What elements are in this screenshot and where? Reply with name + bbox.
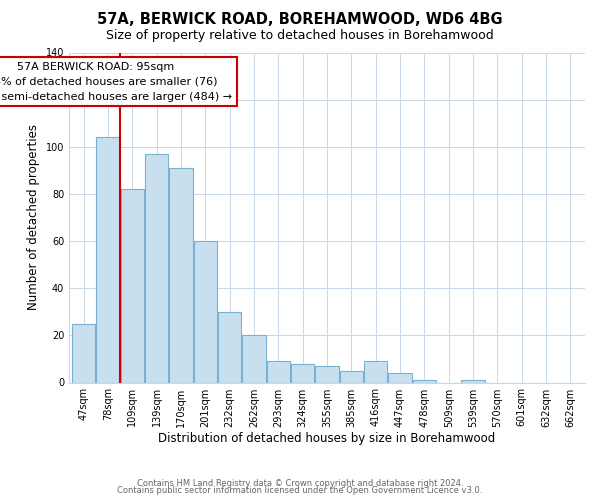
Bar [242,336,266,382]
Bar [267,362,290,382]
Bar [364,362,387,382]
Bar [97,138,119,382]
Text: Contains HM Land Registry data © Crown copyright and database right 2024.: Contains HM Land Registry data © Crown c… [137,478,463,488]
Bar [121,189,144,382]
Bar [145,154,168,382]
Bar [340,370,363,382]
Bar [461,380,485,382]
Text: 57A, BERWICK ROAD, BOREHAMWOOD, WD6 4BG: 57A, BERWICK ROAD, BOREHAMWOOD, WD6 4BG [97,12,503,28]
Bar [169,168,193,382]
Text: 57A BERWICK ROAD: 95sqm
← 14% of detached houses are smaller (76)
86% of semi-de: 57A BERWICK ROAD: 95sqm ← 14% of detache… [0,62,232,102]
Text: Size of property relative to detached houses in Borehamwood: Size of property relative to detached ho… [106,29,494,42]
Bar [194,241,217,382]
Bar [291,364,314,382]
Bar [218,312,241,382]
Bar [72,324,95,382]
X-axis label: Distribution of detached houses by size in Borehamwood: Distribution of detached houses by size … [158,432,496,446]
Text: Contains public sector information licensed under the Open Government Licence v3: Contains public sector information licen… [118,486,482,495]
Y-axis label: Number of detached properties: Number of detached properties [27,124,40,310]
Bar [388,373,412,382]
Bar [413,380,436,382]
Bar [316,366,338,382]
